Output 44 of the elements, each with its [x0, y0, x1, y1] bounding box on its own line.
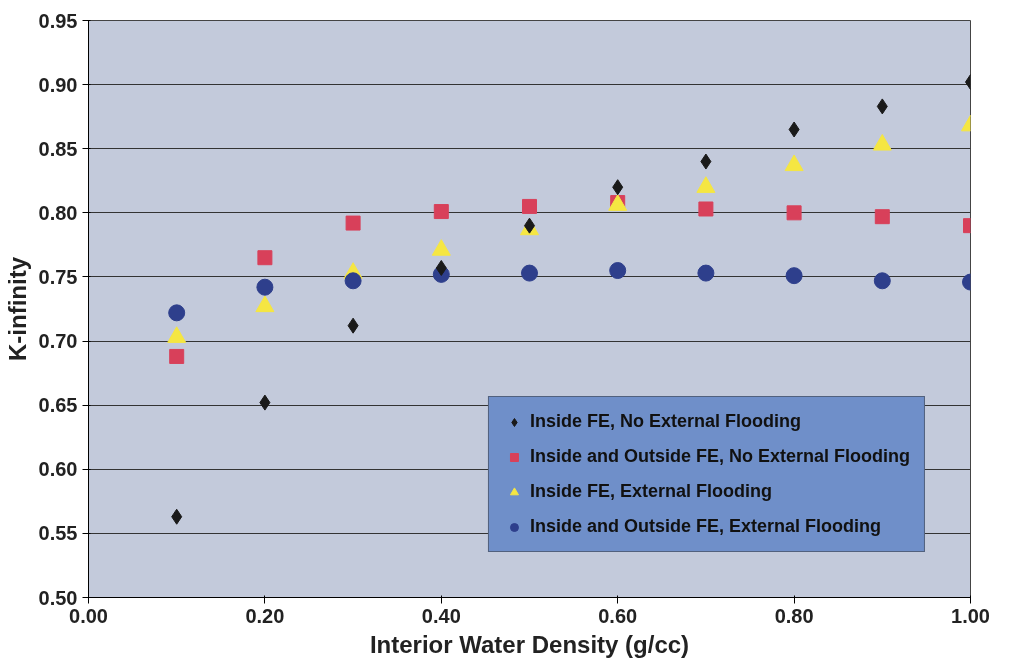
point: [521, 264, 538, 282]
y-tick-label: 0.70: [38, 330, 78, 353]
point: [874, 209, 890, 225]
point: [700, 153, 712, 170]
point: [259, 394, 271, 411]
point: [433, 204, 449, 220]
point: [873, 272, 891, 290]
x-tick-label: 0.60: [598, 604, 638, 627]
point: [609, 262, 627, 280]
point: [344, 272, 362, 290]
legend-label: Inside FE, No External Flooding: [529, 411, 801, 432]
point: [257, 250, 273, 266]
y-tick-label: 0.90: [38, 73, 78, 96]
y-tick-label: 0.65: [38, 394, 78, 417]
point: [786, 205, 802, 221]
legend-label: Inside and Outside FE, External Flooding: [529, 516, 882, 537]
point: [169, 348, 185, 364]
point: [876, 98, 888, 115]
point: [435, 259, 447, 276]
y-tick-label: 0.60: [38, 458, 78, 481]
point: [345, 215, 361, 231]
point: [168, 304, 186, 322]
y-tick-label: 0.80: [38, 201, 78, 224]
x-tick-label: 0.40: [421, 604, 461, 627]
x-axis-title: Interior Water Density (g/cc): [369, 630, 690, 658]
point: [612, 179, 624, 196]
y-tick-label: 0.55: [38, 522, 78, 545]
point: [347, 317, 359, 334]
y-tick-label: 0.75: [38, 265, 78, 288]
point: [788, 121, 800, 138]
x-tick-label: 0.80: [774, 604, 814, 627]
legend-label: Inside and Outside FE, No External Flooding: [529, 446, 910, 467]
point: [785, 267, 803, 285]
y-tick-label: 0.85: [38, 137, 78, 160]
legend-label: Inside FE, External Flooding: [529, 481, 772, 502]
y-axis-title: K-infinity: [3, 256, 31, 361]
point: [522, 198, 537, 214]
x-tick-label: 0.20: [245, 604, 285, 627]
point: [698, 201, 714, 217]
y-tick-label: 0.95: [38, 9, 78, 32]
point: [171, 508, 183, 525]
point: [697, 264, 715, 282]
x-tick-label: 1.00: [951, 604, 990, 627]
point: [256, 278, 274, 296]
